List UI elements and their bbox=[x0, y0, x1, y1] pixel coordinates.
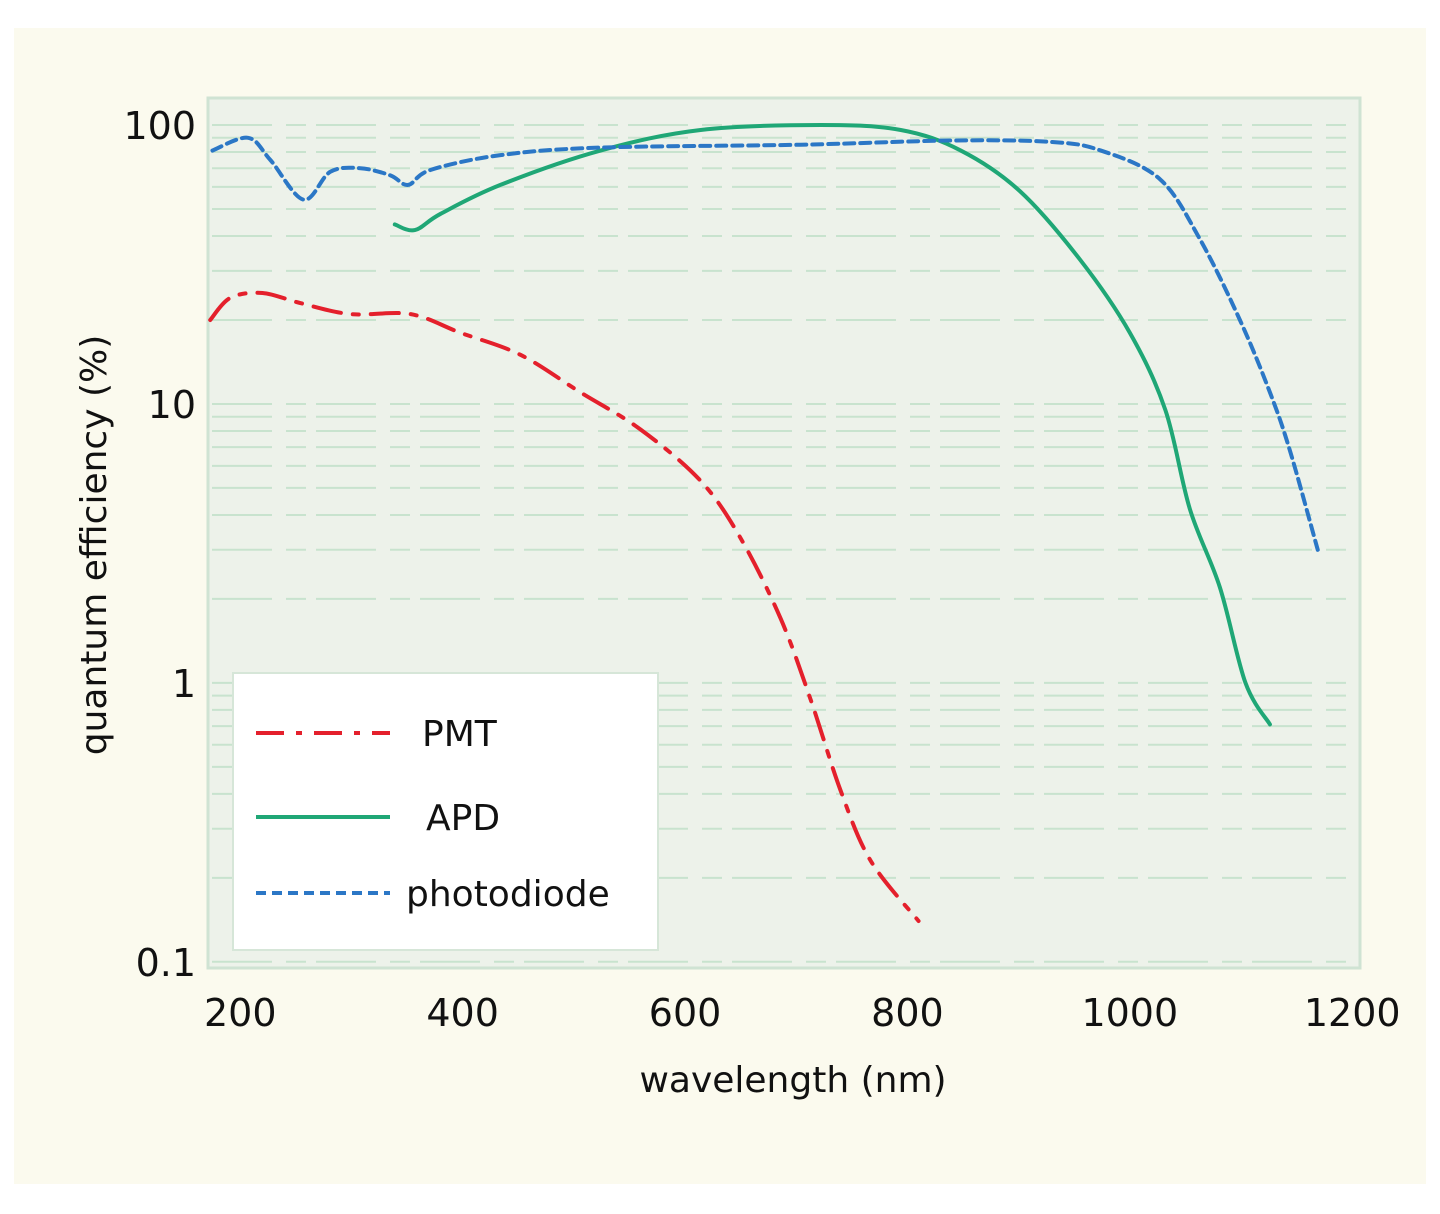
x-tick-label: 800 bbox=[871, 991, 944, 1035]
x-axis-label: wavelength (nm) bbox=[639, 1060, 946, 1101]
y-tick-label: 10 bbox=[148, 383, 196, 427]
legend-box bbox=[232, 672, 659, 951]
legend: PMT APD photodiode bbox=[232, 672, 659, 951]
legend-label-photodiode: photodiode bbox=[406, 874, 610, 915]
series-line-pmt bbox=[208, 290, 921, 924]
legend-label-apd: APD bbox=[426, 798, 500, 839]
series-line-photodiode bbox=[210, 135, 1320, 552]
y-tick-label: 0.1 bbox=[136, 941, 196, 985]
x-tick-label: 1200 bbox=[1304, 991, 1401, 1035]
y-tick-label: 100 bbox=[123, 104, 196, 148]
series-lines bbox=[208, 123, 1320, 924]
x-tick-label: 400 bbox=[426, 991, 499, 1035]
x-tick-label: 200 bbox=[204, 991, 277, 1035]
x-tick-label: 1000 bbox=[1081, 991, 1178, 1035]
legend-label-pmt: PMT bbox=[422, 714, 498, 755]
series-line-apd bbox=[392, 123, 1272, 727]
y-axis-label: quantum efficiency (%) bbox=[74, 335, 115, 756]
x-axis-ticks: 200 400 600 800 1000 1200 bbox=[204, 991, 1401, 1035]
x-tick-label: 600 bbox=[649, 991, 722, 1035]
y-axis-ticks: 0.1 1 10 100 bbox=[123, 104, 196, 985]
y-tick-label: 1 bbox=[172, 662, 196, 706]
